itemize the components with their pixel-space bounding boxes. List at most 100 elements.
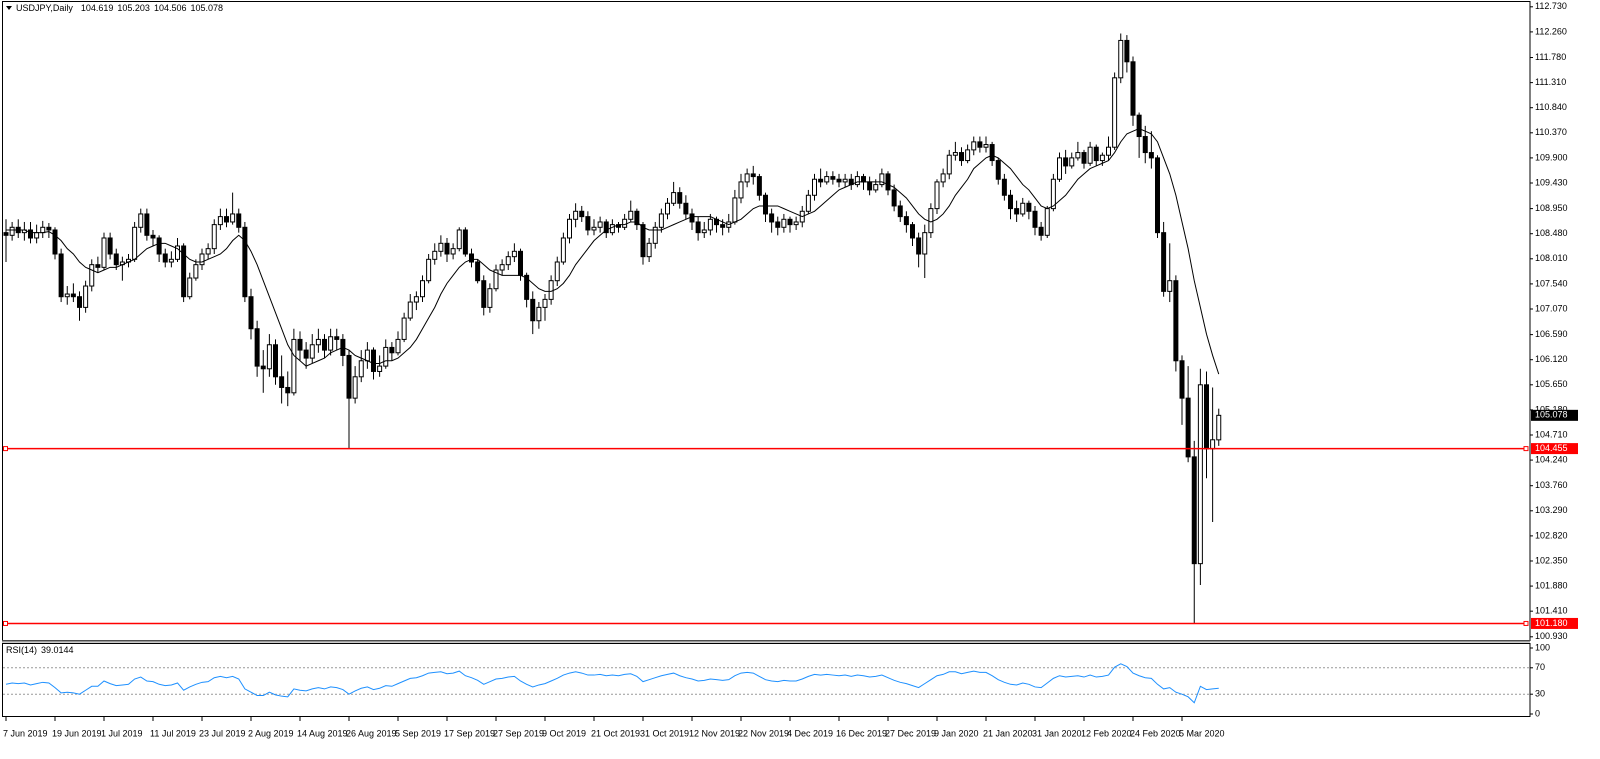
candle-body xyxy=(732,197,738,223)
candle-body xyxy=(389,346,395,354)
candle-body xyxy=(952,152,958,156)
candle-body xyxy=(144,213,150,236)
candle-body xyxy=(738,181,744,199)
title-ohlc-value: 105.078 xyxy=(191,3,224,13)
candle-body xyxy=(162,253,168,263)
candle-body xyxy=(805,194,811,212)
candle-body xyxy=(89,264,95,287)
y-tick-label: 106.590 xyxy=(1535,329,1568,339)
candle-body xyxy=(1118,39,1124,79)
candle-body xyxy=(836,178,842,183)
candle-body xyxy=(193,264,199,279)
y-tick-label: 107.070 xyxy=(1535,303,1568,313)
candle-body xyxy=(787,218,793,226)
candle-body xyxy=(52,229,58,255)
candle-body xyxy=(444,242,450,255)
price-labels: 104.455 101.180 105.078 xyxy=(3,410,1578,629)
candle-body xyxy=(1210,439,1216,450)
x-tick-label: 19 Jun 2019 xyxy=(52,728,102,738)
candle-body xyxy=(812,178,817,196)
candle-body xyxy=(1020,202,1026,215)
candle-body xyxy=(1216,414,1222,441)
candle-body xyxy=(230,213,236,223)
candle-body xyxy=(622,218,628,228)
candle-body xyxy=(603,221,609,234)
candle-body xyxy=(916,237,922,255)
candle-body xyxy=(199,253,205,266)
candle-body xyxy=(364,349,370,362)
moving-average xyxy=(6,127,1220,375)
candle-body xyxy=(750,173,756,178)
candle-body xyxy=(634,210,640,226)
rsi-title: RSI(14) 39.0144 xyxy=(6,645,74,655)
y-tick-label: 102.350 xyxy=(1535,555,1568,565)
candle-body xyxy=(689,213,695,223)
candle-body xyxy=(940,173,946,183)
x-tick-label: 5 Sep 2019 xyxy=(395,728,441,738)
candle-body xyxy=(1038,226,1044,236)
candle-body xyxy=(438,242,444,252)
candle-body xyxy=(1057,157,1062,180)
candle-body xyxy=(1093,146,1099,162)
candle-body xyxy=(493,269,499,290)
y-tick-label: 103.760 xyxy=(1535,480,1568,490)
title-marker xyxy=(6,6,12,10)
candle-body xyxy=(885,173,891,191)
candle-body xyxy=(469,253,474,263)
candle-body xyxy=(58,253,64,298)
candle-body xyxy=(830,176,836,180)
candle-body xyxy=(499,264,505,271)
rsi-tick-label: 30 xyxy=(1535,689,1545,699)
title-ohlc-value: 105.203 xyxy=(117,3,150,13)
candle-body xyxy=(315,338,321,346)
candle-body xyxy=(854,176,860,186)
candle-body xyxy=(9,226,15,236)
candle-body xyxy=(861,176,866,183)
candle-body xyxy=(64,293,70,298)
x-tick-label: 12 Feb 2020 xyxy=(1081,728,1132,738)
line-anchor xyxy=(3,446,8,452)
candle-body xyxy=(1197,384,1203,565)
candle-body xyxy=(407,301,413,319)
y-tick-label: 104.240 xyxy=(1535,454,1568,464)
candle-body xyxy=(456,229,462,250)
candle-body xyxy=(720,224,726,228)
symbol: USDJPY,Daily xyxy=(16,3,73,13)
candle-body xyxy=(554,261,560,282)
candle-body xyxy=(28,229,33,239)
candle-body xyxy=(3,232,9,236)
candle-body xyxy=(756,176,762,196)
x-tick-label: 9 Oct 2019 xyxy=(542,728,586,738)
candle-body xyxy=(401,317,407,340)
candle-body xyxy=(959,152,964,162)
candle-body xyxy=(579,210,585,218)
candle-body xyxy=(1081,152,1087,164)
x-tick-label: 27 Sep 2019 xyxy=(493,728,544,738)
y-tick-label: 109.430 xyxy=(1535,177,1568,187)
candle-body xyxy=(1204,384,1209,450)
candle-body xyxy=(934,181,940,210)
y-tick-label: 103.290 xyxy=(1535,505,1568,515)
candle-body xyxy=(1044,208,1050,236)
candle-body xyxy=(1191,456,1197,565)
candle-body xyxy=(640,224,646,258)
x-tick-label: 5 Mar 2020 xyxy=(1179,728,1225,738)
candle-body xyxy=(1063,157,1069,167)
candle-body xyxy=(1185,397,1191,458)
candle-body xyxy=(695,221,701,234)
candle-body xyxy=(879,173,885,186)
candle-body xyxy=(1001,178,1007,196)
candle-body xyxy=(609,224,615,234)
candle-body xyxy=(1099,154,1105,162)
candle-body xyxy=(297,338,303,351)
candle-body xyxy=(983,144,989,148)
candle-body xyxy=(977,141,983,148)
candle-body xyxy=(701,229,707,234)
candle-body xyxy=(585,216,591,231)
candle-body xyxy=(652,226,658,244)
candle-body xyxy=(591,226,597,231)
x-tick-label: 31 Oct 2019 xyxy=(640,728,689,738)
candle-body xyxy=(1008,194,1013,210)
